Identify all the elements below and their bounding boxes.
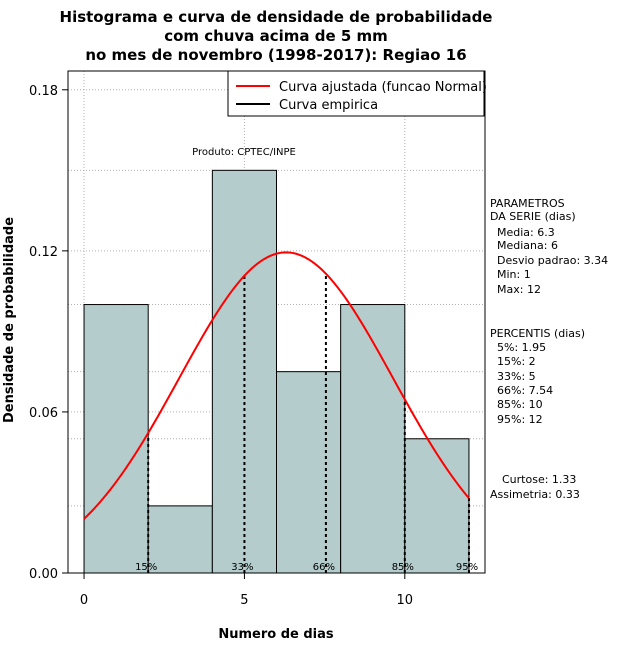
product-label: Produto: CPTEC/INPE	[192, 147, 296, 158]
parametros-header-2: DA SERIE (dias)	[490, 210, 576, 223]
percentile-label-1: 33%	[231, 562, 253, 573]
chart-title-line-3: no mes de novembro (1998-2017): Regiao 1…	[85, 46, 466, 64]
percentil-85: 85%: 10	[497, 398, 543, 411]
percentile-lines: 15% 33% 66% 85% 95%	[135, 273, 478, 573]
axes: 0.00 0.06 0.12 0.18 0 5 10	[29, 84, 413, 608]
param-media: Media: 6.3	[497, 226, 555, 239]
percentile-label-2: 66%	[313, 562, 335, 573]
legend-box	[227, 70, 485, 117]
percentil-95: 95%: 12	[497, 413, 543, 426]
legend-label-curve: Curva ajustada (funcao Normal)	[279, 80, 487, 95]
normal-curve-line	[83, 251, 470, 520]
x-axis-label: Numero de dias	[218, 627, 334, 642]
stat-assimetria: Assimetria: 0.33	[490, 488, 580, 501]
percentis-panel: PERCENTIS (dias) 5%: 1.95 15%: 2 33%: 5 …	[490, 327, 585, 426]
y-tick-label-3: 0.18	[29, 84, 58, 99]
percentis-header: PERCENTIS (dias)	[490, 327, 585, 340]
histogram-bar-3	[276, 371, 342, 574]
param-max: Max: 12	[497, 283, 541, 296]
histogram-bar-1	[147, 505, 213, 574]
param-desvio: Desvio padrao: 3.34	[497, 254, 608, 267]
x-tick-label-2: 10	[397, 593, 414, 608]
param-min: Min: 1	[497, 268, 531, 281]
parametros-panel: PARAMETROS DA SERIE (dias) Media: 6.3 Me…	[490, 197, 608, 296]
parametros-header-1: PARAMETROS	[490, 197, 565, 210]
percentil-33: 33%: 5	[497, 370, 536, 383]
stat-curtose: Curtose: 1.33	[502, 473, 576, 486]
percentil-5: 5%: 1.95	[497, 341, 546, 354]
y-tick-label-0: 0.00	[29, 567, 58, 582]
param-mediana: Mediana: 6	[497, 239, 558, 252]
x-tick-label-1: 5	[240, 593, 248, 608]
y-tick-label-2: 0.12	[29, 245, 58, 260]
percentile-label-0: 15%	[135, 562, 157, 573]
y-tick-label-1: 0.06	[29, 406, 58, 421]
legend: Curva ajustada (funcao Normal) Curva emp…	[227, 70, 487, 117]
percentile-label-4: 95%	[456, 562, 478, 573]
histogram-bar-0	[83, 304, 149, 574]
x-tick-label-0: 0	[80, 593, 88, 608]
percentile-label-3: 85%	[392, 562, 414, 573]
chart-title-line-2: com chuva acima de 5 mm	[164, 27, 388, 45]
histogram-bar-4	[340, 304, 406, 574]
legend-label-empirical: Curva empirica	[279, 98, 378, 113]
y-axis-label: Densidade de probabilidade	[2, 217, 17, 423]
chart-title-line-1: Histograma e curva de densidade de proba…	[60, 8, 493, 26]
stats-panel: Curtose: 1.33 Assimetria: 0.33	[490, 473, 580, 501]
percentil-15: 15%: 2	[497, 355, 536, 368]
histogram-bar-5	[404, 438, 470, 574]
percentil-66: 66%: 7.54	[497, 384, 553, 397]
histogram-bars	[83, 169, 470, 574]
